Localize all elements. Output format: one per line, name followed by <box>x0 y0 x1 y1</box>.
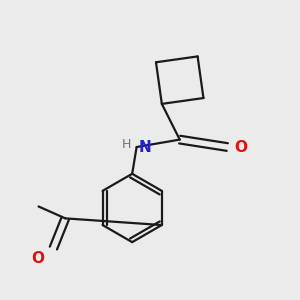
Text: O: O <box>32 251 44 266</box>
Text: N: N <box>139 140 152 154</box>
Text: H: H <box>121 138 131 151</box>
Text: O: O <box>235 140 248 154</box>
